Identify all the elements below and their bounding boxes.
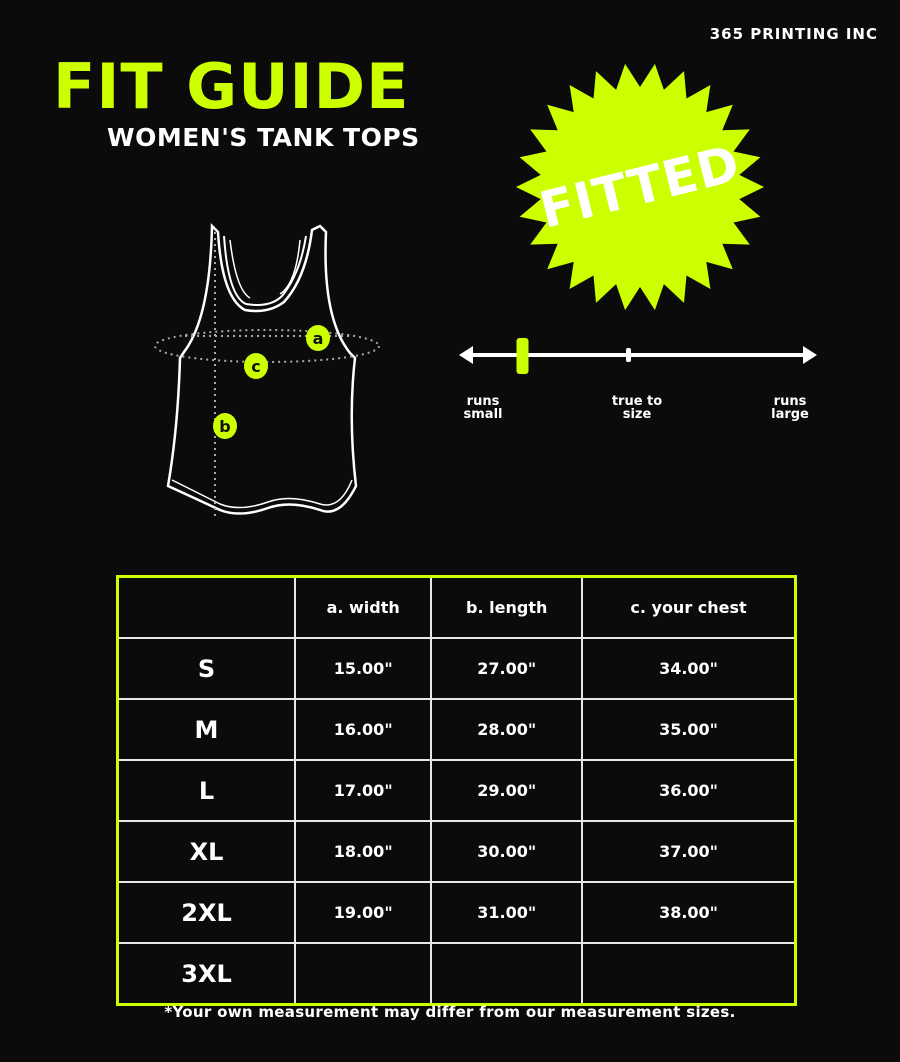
brand-name: 365 PRINTING INC: [709, 25, 878, 43]
fit-badge-label: FITTED: [534, 134, 746, 240]
svg-text:b: b: [219, 417, 230, 436]
header-cell: [117, 576, 296, 638]
measurement-cell: 29.00": [430, 759, 584, 822]
size-label: XL: [117, 820, 296, 883]
size-label: L: [117, 759, 296, 822]
measurement-cell: 19.00": [293, 881, 433, 944]
measurement-cell: 16.00": [293, 698, 433, 761]
measurement-cell: 31.00": [430, 881, 584, 944]
measurement-cell: 27.00": [430, 637, 584, 700]
header-cell: a. width: [293, 576, 433, 638]
fit-scale-marker: [516, 338, 529, 374]
svg-text:a: a: [313, 329, 324, 348]
table-row: 2XL 19.00" 31.00" 38.00": [117, 881, 796, 944]
table-header-row: a. width b. length c. your chest: [117, 576, 796, 638]
size-label: S: [117, 637, 296, 700]
label-true-to-size: true to size: [611, 394, 663, 422]
measurement-cell: 28.00": [430, 698, 584, 761]
fit-badge: FITTED: [515, 62, 765, 312]
size-label: 2XL: [117, 881, 296, 944]
svg-text:c: c: [251, 357, 260, 376]
arrow-left-icon: [459, 346, 473, 364]
measurement-cell: 37.00": [581, 820, 796, 883]
table-row: S 15.00" 27.00" 34.00": [117, 637, 796, 700]
header-cell: b. length: [430, 576, 584, 638]
measurement-cell: 18.00": [293, 820, 433, 883]
page-subtitle: WOMEN'S TANK TOPS: [107, 123, 420, 152]
measurement-marker-a: a: [306, 325, 330, 351]
measurement-cell: [581, 942, 796, 1005]
size-label: 3XL: [117, 942, 296, 1005]
measurement-cell: [430, 942, 584, 1005]
header-cell: c. your chest: [581, 576, 796, 638]
measurement-marker-b: b: [213, 413, 237, 439]
measurement-cell: 15.00": [293, 637, 433, 700]
footnote: *Your own measurement may differ from ou…: [164, 1003, 736, 1021]
table-row: L 17.00" 29.00" 36.00": [117, 759, 796, 822]
measurement-cell: 17.00": [293, 759, 433, 822]
measurement-cell: [293, 942, 433, 1005]
label-runs-small: runs small: [463, 394, 503, 422]
table-row: XL 18.00" 30.00" 37.00": [117, 820, 796, 883]
fit-badge-starburst: [516, 63, 764, 311]
fit-scale: [459, 338, 817, 374]
measurement-cell: 38.00": [581, 881, 796, 944]
size-label: M: [117, 698, 296, 761]
label-runs-large: runs large: [771, 394, 809, 422]
true-to-size-tick: [626, 348, 631, 362]
measurement-cell: 36.00": [581, 759, 796, 822]
page-title: FIT GUIDE: [53, 50, 410, 123]
measurement-cell: 35.00": [581, 698, 796, 761]
tank-top-diagram: a b c: [154, 223, 380, 518]
size-chart-table: a. width b. length c. your chest S 15.00"…: [116, 575, 797, 1006]
measurement-cell: 34.00": [581, 637, 796, 700]
table-row: M 16.00" 28.00" 35.00": [117, 698, 796, 761]
arrow-right-icon: [803, 346, 817, 364]
table-row: 3XL: [117, 942, 796, 1005]
measurement-marker-c: c: [244, 353, 268, 379]
measurement-cell: 30.00": [430, 820, 584, 883]
